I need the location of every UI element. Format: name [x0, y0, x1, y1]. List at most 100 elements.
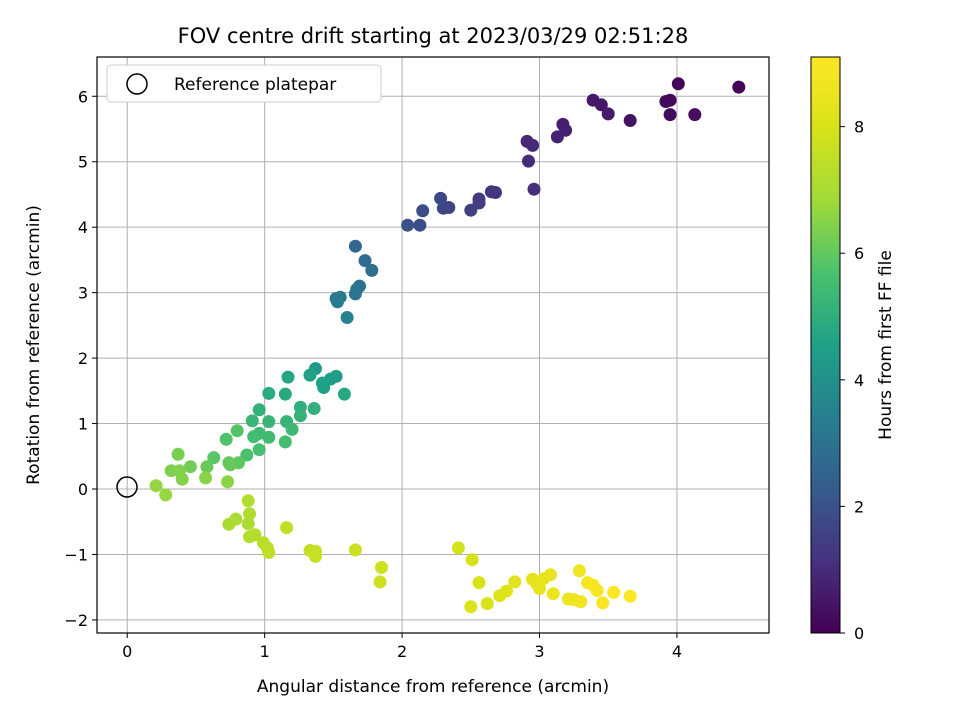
data-point — [285, 422, 299, 436]
data-point — [241, 494, 255, 508]
data-point — [337, 387, 351, 401]
data-point — [508, 575, 522, 589]
data-point — [247, 430, 261, 444]
data-point — [489, 186, 502, 199]
data-point — [365, 263, 379, 277]
data-point — [281, 370, 295, 384]
data-point — [348, 287, 362, 301]
data-point — [451, 541, 465, 555]
data-point — [175, 472, 189, 486]
data-point — [245, 414, 259, 428]
data-point — [219, 432, 233, 446]
legend: Reference platepar — [106, 64, 382, 103]
y-tick-label: −1 — [64, 545, 88, 564]
y-tick-label: 2 — [78, 349, 88, 368]
data-point — [230, 424, 244, 438]
data-point — [252, 403, 266, 417]
data-point — [331, 295, 344, 309]
colorbar-tick-label: 0 — [854, 624, 864, 643]
x-axis-label: Angular distance from reference (arcmin) — [257, 677, 609, 697]
data-point — [574, 595, 588, 609]
data-point — [373, 575, 387, 589]
data-point — [309, 549, 322, 563]
data-point — [183, 460, 197, 474]
data-point — [280, 521, 294, 535]
x-tick-label: 3 — [534, 642, 544, 661]
data-point — [546, 587, 560, 601]
data-point — [223, 458, 237, 472]
colorbar: 0 2 4 6 8 Hours from first FF file — [810, 56, 896, 643]
data-point — [663, 108, 677, 122]
y-axis-label: Rotation from reference (arcmin) — [24, 205, 44, 485]
data-point — [375, 561, 388, 574]
data-point — [465, 553, 479, 567]
data-point — [596, 596, 610, 610]
data-point — [262, 546, 276, 559]
data-point — [293, 409, 307, 423]
data-point — [252, 443, 266, 457]
data-point — [278, 435, 292, 449]
data-point — [149, 479, 163, 493]
data-point — [241, 517, 255, 531]
y-tick-label: 4 — [78, 218, 88, 237]
y-tick-label: 6 — [78, 87, 88, 106]
legend-label: Reference platepar — [174, 75, 336, 95]
data-point — [159, 488, 173, 502]
data-point — [207, 451, 221, 465]
data-point — [472, 576, 486, 590]
plot-frame — [96, 56, 770, 634]
data-point — [317, 381, 331, 394]
data-point — [480, 597, 494, 610]
plot-area: 0 1 2 3 4 −2 −1 0 1 2 3 4 5 6 — [64, 56, 770, 661]
data-point — [659, 95, 673, 108]
data-point — [526, 138, 540, 152]
data-point — [221, 475, 235, 489]
data-point — [533, 582, 546, 595]
grid — [97, 57, 769, 633]
data-point — [348, 239, 362, 253]
colorbar-tick-label: 4 — [854, 371, 864, 390]
data-point — [464, 600, 478, 614]
data-point — [434, 191, 448, 205]
y-tick-label: 0 — [78, 480, 88, 499]
colorbar-tick-label: 8 — [854, 118, 864, 137]
data-point — [262, 415, 276, 429]
data-point — [732, 80, 746, 94]
colorbar-tick-label: 6 — [854, 244, 864, 263]
data-point — [240, 448, 254, 462]
x-tick-label: 2 — [397, 642, 407, 661]
data-point — [248, 528, 262, 542]
data-point — [623, 589, 637, 603]
data-point — [243, 507, 256, 521]
reference-platepar-marker — [116, 476, 138, 498]
data-point — [229, 512, 243, 526]
data-point — [671, 77, 685, 91]
data-point — [590, 584, 604, 597]
x-tick-label: 1 — [260, 642, 270, 661]
y-tick-label: 3 — [78, 284, 88, 303]
data-point — [401, 218, 415, 232]
data-point — [688, 108, 702, 122]
data-point — [413, 218, 427, 232]
y-tick-label: −2 — [64, 611, 88, 630]
colorbar-gradient — [810, 56, 841, 634]
data-point — [594, 98, 608, 112]
legend-marker-icon — [126, 73, 148, 95]
x-axis-ticks: 0 1 2 3 4 — [122, 633, 682, 661]
data-point — [527, 182, 541, 196]
colorbar-label: Hours from first FF file — [876, 250, 896, 440]
data-point — [340, 311, 354, 324]
data-point — [262, 386, 276, 400]
legend-box — [106, 64, 382, 103]
y-tick-label: 5 — [78, 153, 88, 172]
data-point — [171, 447, 185, 461]
data-point — [436, 201, 450, 215]
data-point — [348, 543, 362, 557]
data-point — [199, 471, 213, 485]
data-point — [623, 114, 637, 127]
data-point — [303, 368, 317, 382]
colorbar-ticks: 0 2 4 6 8 — [840, 118, 864, 643]
plot-frame-bg — [97, 57, 769, 633]
data-point — [522, 154, 535, 168]
